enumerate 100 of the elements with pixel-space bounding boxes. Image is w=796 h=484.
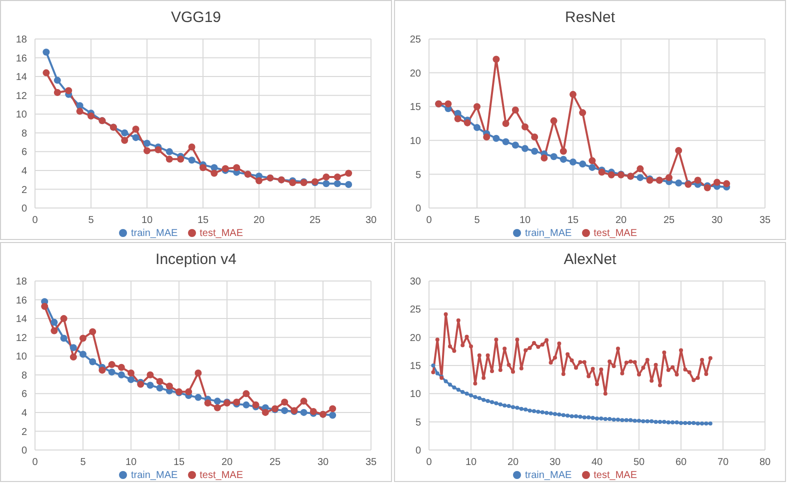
point [723, 180, 730, 188]
point [334, 180, 341, 188]
point [666, 174, 672, 182]
x-tick-label: 30 [549, 457, 561, 468]
point [156, 384, 164, 392]
point [281, 407, 288, 414]
point [42, 69, 50, 76]
point [464, 119, 471, 126]
point [41, 302, 48, 310]
point [118, 364, 125, 371]
x-tick-label: 0 [32, 457, 38, 468]
y-tick-label: 2 [21, 184, 28, 196]
x-tick-label: 30 [711, 215, 723, 226]
point [118, 371, 125, 378]
point [42, 48, 50, 56]
point [588, 157, 596, 164]
x-tick-label: 30 [317, 457, 329, 468]
point [144, 147, 150, 154]
x-tick-label: 15 [173, 457, 185, 468]
x-tick-label: 15 [567, 215, 579, 226]
point [334, 174, 341, 181]
point [694, 176, 702, 184]
legend-label: test_MAE [594, 228, 638, 239]
point [531, 134, 538, 141]
point [233, 164, 240, 172]
point [608, 171, 615, 178]
y-tick-label: 14 [16, 72, 28, 84]
y-tick-label: 6 [21, 389, 28, 400]
point [262, 408, 269, 416]
point [502, 120, 510, 127]
point [675, 147, 682, 154]
y-tick-label: 20 [410, 332, 422, 344]
point [70, 354, 77, 361]
point [300, 408, 308, 416]
point [166, 148, 173, 156]
point [177, 156, 184, 163]
point [560, 156, 567, 163]
point [166, 382, 173, 390]
y-tick-label: 2 [21, 426, 28, 438]
legend-label: test_MAE [200, 470, 244, 481]
point [492, 56, 500, 63]
point [512, 106, 519, 114]
point [675, 179, 682, 186]
point [256, 177, 262, 184]
legend-label: train_MAE [524, 470, 572, 481]
point [345, 181, 352, 188]
point [242, 401, 250, 408]
y-tick-label: 18 [16, 276, 28, 288]
point [483, 134, 490, 141]
point [636, 174, 644, 182]
y-tick-label: 0 [21, 446, 28, 457]
y-tick-label: 15 [410, 361, 422, 372]
point [214, 398, 221, 405]
y-tick-label: 20 [410, 68, 422, 80]
x-tick-label: 10 [125, 457, 137, 468]
point [98, 366, 106, 374]
chart-title: Inception v4 [154, 250, 238, 270]
point [144, 140, 150, 147]
point [474, 103, 480, 110]
point [636, 165, 644, 172]
x-tick-label: 25 [663, 215, 675, 226]
x-tick-label: 30 [365, 215, 377, 226]
x-tick-label: 20 [615, 215, 627, 226]
y-tick-label: 0 [415, 446, 422, 457]
point [156, 378, 164, 385]
point [54, 76, 61, 84]
y-tick-label: 6 [21, 147, 28, 158]
x-tick-label: 60 [675, 457, 687, 468]
y-tick-label: 18 [16, 34, 28, 46]
point [146, 371, 154, 378]
y-tick-label: 10 [16, 352, 28, 363]
point [60, 315, 68, 322]
x-tick-label: 10 [519, 215, 531, 226]
y-tick-label: 5 [415, 170, 422, 181]
y-tick-label: 10 [16, 110, 28, 121]
y-tick-label: 12 [16, 332, 28, 344]
y-tick-label: 5 [415, 417, 422, 428]
point [242, 390, 250, 398]
y-tick-label: 30 [410, 276, 422, 288]
y-tick-label: 10 [410, 389, 422, 400]
x-tick-label: 5 [88, 215, 94, 226]
chart-title: ResNet [564, 8, 616, 28]
y-tick-label: 0 [21, 204, 28, 215]
point [492, 134, 500, 142]
point [540, 154, 548, 162]
x-tick-label: 25 [309, 215, 321, 226]
x-tick-label: 35 [759, 215, 771, 226]
x-tick-label: 5 [474, 215, 480, 226]
point [154, 146, 162, 154]
x-tick-label: 20 [253, 215, 265, 226]
point [570, 90, 576, 98]
y-tick-label: 8 [21, 370, 28, 382]
point [88, 112, 94, 120]
point [194, 394, 202, 401]
x-tick-label: 80 [759, 457, 771, 468]
point [454, 115, 462, 122]
x-tick-label: 10 [465, 457, 477, 468]
point [714, 178, 720, 186]
point [194, 370, 202, 377]
x-tick-label: 15 [197, 215, 209, 226]
